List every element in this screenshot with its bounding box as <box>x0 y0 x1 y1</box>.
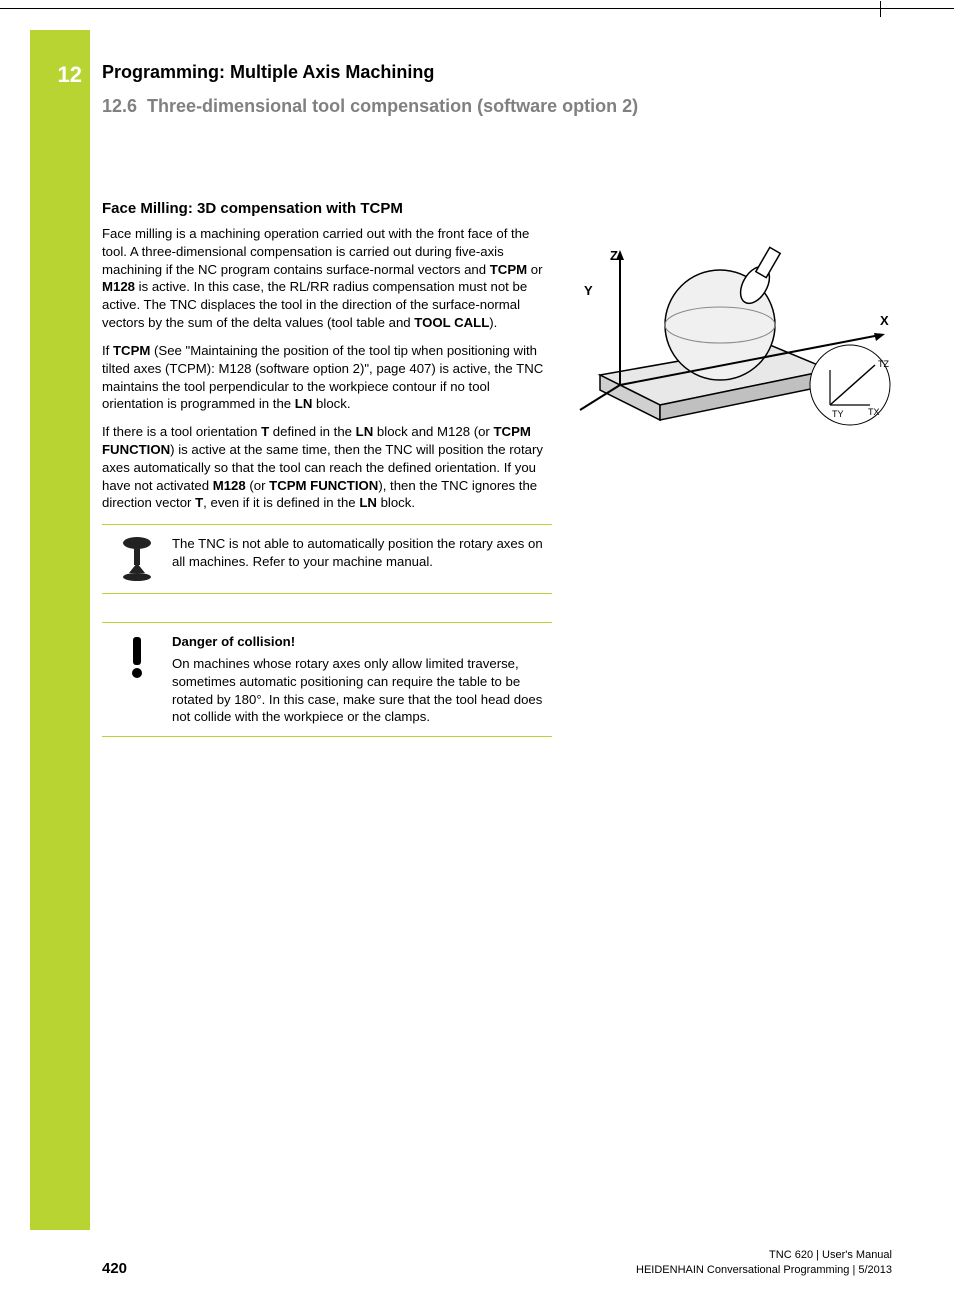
body-column: Face Milling: 3D compensation with TCPM … <box>102 200 552 737</box>
svg-text:X: X <box>880 313 889 328</box>
chapter-sidebar <box>30 30 90 1230</box>
paragraph-1: Face milling is a machining operation ca… <box>102 225 552 332</box>
section-heading-text: Three-dimensional tool compensation (sof… <box>147 96 638 116</box>
svg-text:TX: TX <box>868 407 880 417</box>
note-danger-text: On machines whose rotary axes only allow… <box>172 655 546 726</box>
chapter-number: 12 <box>30 62 90 88</box>
note-text: The TNC is not able to automatically pos… <box>172 525 552 593</box>
svg-text:Y: Y <box>584 283 593 298</box>
section-title: 12.6 Three-dimensional tool compensation … <box>102 96 638 117</box>
subheading: Face Milling: 3D compensation with TCPM <box>102 200 552 217</box>
section-number: 12.6 <box>102 96 137 116</box>
page-number: 420 <box>102 1260 127 1277</box>
note-danger-heading: Danger of collision! <box>172 633 546 651</box>
paragraph-2: If TCPM (See "Maintaining the position o… <box>102 342 552 413</box>
paragraph-3: If there is a tool orientation T defined… <box>102 423 552 512</box>
axis-diagram: Z Y X TZ TX TY <box>570 225 910 445</box>
note-refer-manual: The TNC is not able to automatically pos… <box>102 524 552 594</box>
svg-text:TY: TY <box>832 409 844 419</box>
warning-icon <box>127 633 147 681</box>
svg-text:TZ: TZ <box>878 359 889 369</box>
machine-icon <box>117 535 157 583</box>
svg-text:Z: Z <box>610 248 618 263</box>
chapter-title: Programming: Multiple Axis Machining <box>102 62 434 83</box>
page-footer: 420 TNC 620 | User's Manual HEIDENHAIN C… <box>102 1248 892 1277</box>
note-danger: Danger of collision! On machines whose r… <box>102 622 552 737</box>
footer-right: TNC 620 | User's Manual HEIDENHAIN Conve… <box>636 1248 892 1277</box>
crop-mark <box>0 8 954 9</box>
